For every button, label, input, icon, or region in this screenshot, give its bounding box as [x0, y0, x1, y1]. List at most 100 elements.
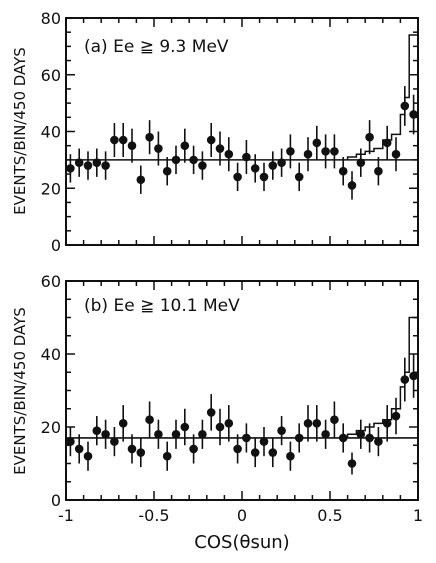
data-point-a: [83, 161, 93, 170]
data-point-b: [136, 448, 146, 457]
data-point-b: [365, 433, 374, 443]
x-axis-title: COS(θsun): [194, 532, 289, 553]
data-point-a: [206, 135, 216, 145]
data-point-a: [286, 147, 295, 156]
data-point-b: [215, 422, 225, 432]
data-point-b: [303, 419, 313, 428]
data-point-b: [101, 430, 110, 439]
data-point-a: [171, 155, 181, 165]
data-point-b: [127, 444, 137, 454]
data-point-a: [409, 110, 418, 119]
data-point-a: [92, 158, 102, 168]
data-point-b: [233, 444, 242, 454]
data-point-a: [189, 155, 198, 165]
y-tick-label-a: 80: [41, 9, 61, 28]
data-point-b: [374, 437, 383, 446]
data-point-a: [145, 132, 154, 142]
data-point-b: [277, 426, 286, 435]
prediction-histogram-a: [346, 34, 419, 160]
y-tick-label-a: 60: [41, 66, 61, 85]
data-point-b: [382, 419, 392, 428]
data-point-b: [294, 433, 304, 443]
data-point-a: [215, 144, 225, 153]
data-point-b: [154, 430, 163, 439]
data-point-b: [356, 430, 366, 439]
x-tick-label-b: -1: [58, 506, 74, 525]
data-point-a: [382, 138, 392, 148]
data-point-a: [118, 135, 128, 145]
data-point-a: [224, 149, 234, 159]
data-point-b: [259, 437, 269, 446]
y-tick-label-b: 60: [41, 272, 61, 291]
x-tick-label-b: 0.5: [317, 506, 342, 525]
data-point-b: [118, 419, 128, 428]
data-point-a: [233, 172, 242, 182]
data-point-b: [242, 433, 251, 443]
y-axis-title-b: EVENTS/BIN/450 DAYS: [11, 307, 29, 475]
data-point-b: [66, 437, 75, 446]
data-point-a: [250, 164, 260, 173]
data-point-a: [162, 166, 172, 176]
data-point-a: [66, 164, 75, 173]
data-point-a: [277, 158, 286, 168]
x-tick-label-b: 1: [413, 506, 423, 525]
data-point-b: [206, 408, 216, 417]
data-point-b: [74, 444, 84, 454]
data-point-a: [321, 147, 330, 156]
data-point-a: [294, 172, 304, 182]
data-point-a: [330, 147, 339, 156]
panel-a: 0 20 40 60 80: [41, 9, 419, 255]
data-point-b: [180, 422, 190, 432]
y-tick-label-a: 40: [41, 123, 61, 142]
data-point-b: [171, 430, 181, 439]
data-point-b: [268, 448, 278, 457]
data-point-b: [347, 459, 357, 468]
y-tick-label-b: 0: [51, 491, 61, 510]
data-point-a: [400, 101, 410, 111]
data-point-b: [162, 451, 172, 461]
data-point-a: [347, 181, 357, 190]
y-tick-label-a: 20: [41, 179, 61, 198]
data-point-a: [74, 158, 84, 168]
data-point-b: [286, 451, 295, 461]
data-point-a: [242, 152, 251, 162]
data-point-b: [110, 437, 119, 446]
data-point-b: [250, 448, 260, 457]
data-point-b: [198, 430, 207, 439]
data-point-b: [330, 415, 339, 425]
data-point-b: [321, 430, 330, 439]
data-point-a: [136, 175, 146, 185]
data-point-b: [312, 419, 322, 428]
data-point-b: [400, 375, 410, 384]
data-point-b: [391, 411, 401, 421]
data-point-a: [198, 161, 207, 170]
panel-label-b: (b) Ee ≧ 10.1 MeV: [84, 296, 240, 316]
data-point-a: [338, 166, 348, 176]
data-point-a: [154, 144, 163, 153]
data-point-a: [110, 135, 119, 145]
data-point-b: [224, 419, 234, 428]
panel-label-a: (a) Ee ≧ 9.3 MeV: [84, 37, 229, 57]
data-point-b: [145, 415, 154, 425]
data-point-a: [259, 172, 269, 182]
data-point-a: [374, 166, 383, 176]
data-point-a: [391, 149, 401, 159]
data-point-a: [101, 161, 110, 170]
y-tick-label-a: 0: [51, 236, 61, 255]
data-point-a: [268, 161, 278, 170]
data-point-b: [409, 371, 418, 381]
y-axis-title-a: EVENTS/BIN/450 DAYS: [11, 47, 29, 215]
data-point-a: [127, 141, 137, 150]
data-point-a: [303, 149, 313, 159]
data-point-a: [180, 141, 190, 150]
data-point-a: [365, 132, 374, 142]
data-point-b: [83, 451, 93, 461]
data-point-b: [189, 444, 198, 454]
data-point-b: [338, 433, 348, 443]
x-tick-label-b: 0: [237, 506, 247, 525]
data-point-b: [92, 426, 102, 435]
data-point-a: [312, 138, 322, 148]
x-tick-label-b: -0.5: [138, 506, 169, 525]
y-tick-label-b: 20: [41, 418, 61, 437]
